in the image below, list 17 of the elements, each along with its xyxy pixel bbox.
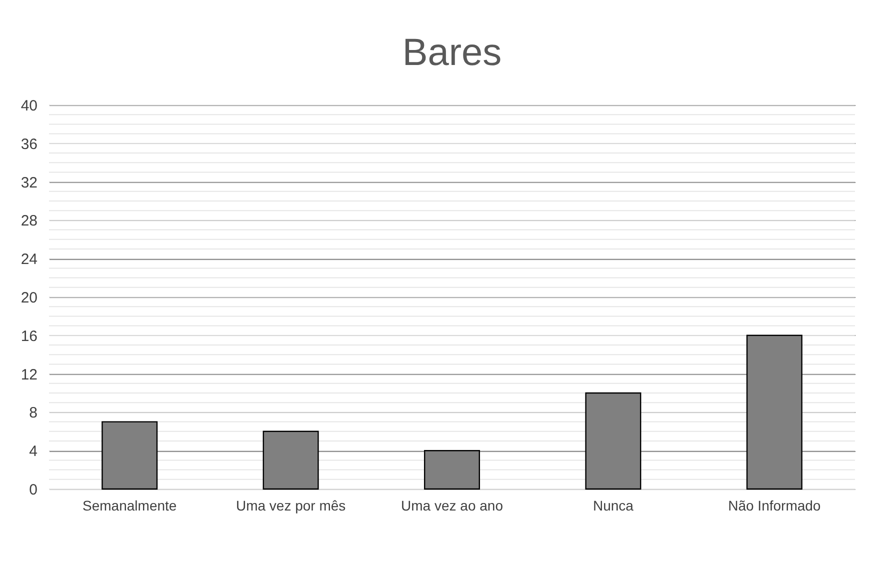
x-tick-label: Uma vez ao ano [401, 498, 504, 514]
y-tick-label: 16 [20, 328, 38, 345]
y-tick-label: 28 [20, 212, 38, 230]
x-tick-label: Uma vez por mês [236, 498, 346, 514]
chart-title: Bares [402, 32, 502, 74]
y-tick-label: 12 [20, 366, 38, 384]
y-tick-label: 4 [29, 443, 38, 460]
y-tick-label: 32 [20, 174, 38, 192]
y-tick-label: 8 [29, 404, 38, 422]
x-tick-label: Nunca [592, 498, 634, 514]
y-tick-label: 24 [20, 251, 38, 268]
x-tick-label: Semanalmente [82, 498, 177, 514]
x-tick-label: Não Informado [728, 498, 821, 514]
y-tick-label: 36 [20, 136, 38, 153]
y-tick-label: 20 [20, 290, 38, 306]
y-tick-label: 0 [29, 482, 38, 498]
y-tick-label: 40 [20, 98, 38, 114]
